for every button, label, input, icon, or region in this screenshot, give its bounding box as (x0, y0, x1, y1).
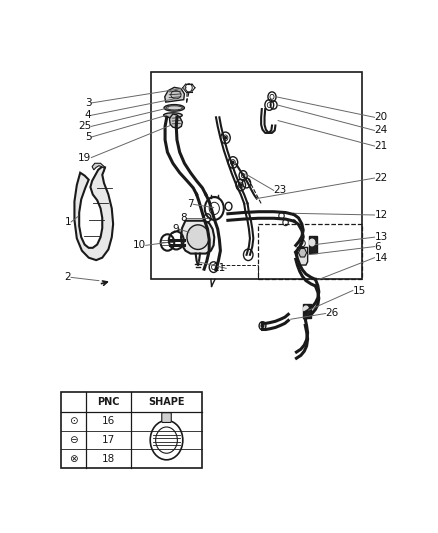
Text: 17: 17 (102, 435, 115, 445)
Circle shape (309, 239, 315, 246)
Text: 21: 21 (374, 141, 388, 151)
Text: ⊗: ⊗ (69, 454, 78, 464)
Circle shape (224, 136, 226, 139)
Polygon shape (297, 247, 307, 265)
Text: 13: 13 (374, 232, 388, 242)
Text: 22: 22 (374, 173, 388, 183)
Text: 14: 14 (374, 253, 388, 263)
Text: 6: 6 (374, 241, 381, 252)
Circle shape (304, 306, 308, 312)
Text: 11: 11 (213, 263, 226, 273)
Text: 7: 7 (187, 199, 193, 209)
Polygon shape (165, 87, 184, 102)
Text: 25: 25 (78, 122, 92, 131)
Text: 26: 26 (325, 309, 339, 319)
Text: SHAPE: SHAPE (148, 397, 185, 407)
Ellipse shape (164, 104, 184, 111)
Circle shape (261, 324, 264, 327)
Text: 5: 5 (85, 132, 92, 142)
Text: 20: 20 (374, 112, 388, 122)
Bar (61, 392, 202, 468)
Text: 1: 1 (64, 217, 71, 227)
Polygon shape (170, 114, 182, 128)
Text: 16: 16 (102, 416, 115, 426)
Bar (309, 236, 317, 253)
Bar (258, 224, 362, 279)
Text: PNC: PNC (98, 397, 120, 407)
Text: 8: 8 (180, 213, 187, 223)
Circle shape (240, 184, 242, 186)
Polygon shape (181, 221, 214, 254)
Text: 19: 19 (78, 152, 92, 163)
Bar (303, 304, 311, 318)
Text: 12: 12 (374, 210, 388, 220)
Ellipse shape (163, 113, 182, 118)
Text: 2: 2 (64, 272, 71, 282)
Text: 4: 4 (85, 110, 92, 120)
Text: 9: 9 (172, 224, 179, 234)
Ellipse shape (166, 106, 182, 110)
Circle shape (232, 161, 234, 164)
FancyBboxPatch shape (162, 413, 171, 423)
Text: 23: 23 (274, 185, 287, 196)
Ellipse shape (187, 225, 209, 249)
Text: 10: 10 (133, 240, 146, 251)
Ellipse shape (171, 91, 181, 99)
Polygon shape (74, 166, 113, 260)
Text: ⊙: ⊙ (69, 416, 78, 426)
Bar (152, 72, 362, 279)
Text: 24: 24 (374, 125, 388, 135)
Text: 15: 15 (353, 286, 366, 295)
Text: ⊖: ⊖ (69, 435, 78, 445)
Text: 18: 18 (102, 454, 115, 464)
Text: 3: 3 (85, 98, 92, 108)
Polygon shape (92, 163, 105, 170)
